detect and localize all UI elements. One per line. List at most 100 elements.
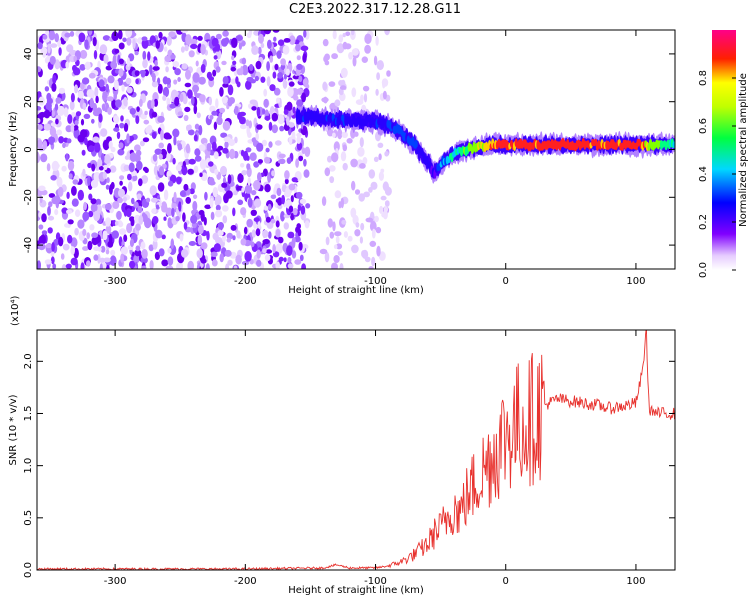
noise-blob [57,105,65,116]
noise-blob [224,249,232,257]
noise-blob [288,136,293,145]
noise-blob [70,257,78,266]
noise-blob [340,67,348,78]
noise-blob [234,105,239,116]
noise-blob [44,56,51,64]
noise-blob [134,144,141,152]
noise-blob [327,218,333,228]
noise-blob [337,250,343,256]
noise-blob [364,44,371,54]
noise-blob [211,259,218,267]
noise-blob [130,218,135,227]
noise-blob [344,43,352,50]
spectrogram-x-tick-label: -100 [364,276,387,287]
noise-blob [66,209,73,214]
noise-blob [129,260,136,269]
noise-blob [37,260,41,269]
noise-blob [278,153,286,159]
noise-blob [257,221,261,230]
noise-blob [77,90,84,99]
noise-blob [50,175,57,181]
snr-frame [36,329,676,571]
noise-blob [106,177,110,184]
noise-blob [376,245,381,257]
noise-blob [135,78,139,85]
noise-blob [299,198,307,204]
noise-blob [83,201,87,211]
noise-blob [87,175,91,186]
noise-blob [46,92,52,102]
noise-blob [249,99,257,105]
noise-blob [54,59,60,70]
noise-blob [383,206,388,213]
colorbar-tick-label: 0.2 [698,214,709,230]
noise-blob [256,106,261,117]
noise-blob [221,38,228,47]
noise-blob [135,115,140,124]
noise-blob [120,115,124,122]
noise-blob [67,114,73,124]
noise-blob [107,75,115,84]
noise-blob [118,188,125,198]
noise-blob [38,185,46,192]
noise-blob [299,254,304,261]
noise-blob [361,249,369,259]
noise-blob [138,215,144,225]
noise-blob [77,134,85,143]
noise-blob [384,30,390,36]
noise-blob [229,148,236,160]
noise-blob [113,115,120,124]
noise-blob [88,72,96,79]
noise-blob [298,241,303,251]
noise-blob [73,55,77,62]
noise-blob [216,116,223,126]
noise-blob [343,231,348,238]
noise-blob [256,142,264,152]
noise-blob [136,193,142,200]
noise-blob [147,51,151,61]
noise-blob [49,55,56,65]
noise-blob [60,253,65,260]
noise-blob [342,32,346,38]
noise-blob [123,234,128,242]
noise-blob [121,84,125,92]
noise-blob [263,205,269,211]
noise-blob [193,104,198,115]
noise-blob [209,197,214,209]
noise-blob [95,198,102,206]
noise-blob [155,204,160,210]
noise-blob [378,153,382,161]
noise-blob [37,243,46,251]
noise-blob [181,249,189,258]
noise-blob [50,43,58,48]
noise-blob [371,256,376,267]
noise-blob [70,92,75,103]
noise-blob [119,180,123,186]
noise-blob [103,154,111,165]
noise-blob [179,233,184,242]
noise-blob [66,138,72,144]
noise-blob [174,68,181,76]
noise-blob [289,35,296,45]
noise-blob [329,176,335,184]
noise-blob [249,152,257,161]
noise-blob [370,181,378,190]
noise-blob [240,207,247,216]
noise-blob [42,140,48,150]
noise-blob [246,163,251,170]
noise-blob [161,234,166,240]
noise-blob [213,243,221,252]
noise-blob [192,200,198,212]
noise-blob [94,86,99,98]
noise-blob [270,218,276,224]
noise-blob [262,248,267,254]
noise-blob [110,249,116,256]
noise-blob [277,72,283,79]
colorbar-label: Normalized spectral amplitude [738,73,749,227]
noise-blob [134,50,139,56]
noise-blob [269,84,276,92]
noise-blob [292,106,296,114]
noise-blob [118,142,124,149]
noise-blob [155,229,163,239]
noise-blob [109,165,117,173]
